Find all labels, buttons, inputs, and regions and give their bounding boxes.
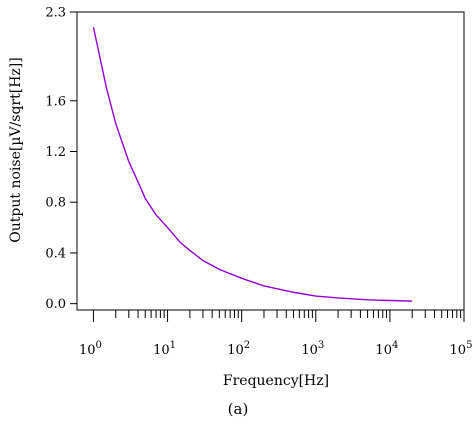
x-tick-label: 100 bbox=[79, 340, 102, 358]
y-axis-label: Output noise[µV/sqrt[Hz]] bbox=[8, 57, 24, 242]
x-tick-exponent: 3 bbox=[318, 340, 324, 351]
x-tick-label: 101 bbox=[153, 340, 176, 358]
y-tick-label: 0.0 bbox=[45, 297, 66, 312]
x-tick-label: 104 bbox=[375, 340, 398, 358]
x-tick-exponent: 1 bbox=[170, 340, 176, 351]
series-line bbox=[92, 27, 413, 302]
x-tick-base: 10 bbox=[375, 343, 392, 358]
x-tick-base: 10 bbox=[450, 343, 467, 358]
x-tick-base: 10 bbox=[227, 343, 244, 358]
plot-frame bbox=[76, 11, 465, 311]
y-tick-label: 1.2 bbox=[45, 145, 66, 160]
x-tick-label: 102 bbox=[227, 340, 250, 358]
series-layer bbox=[92, 27, 413, 302]
x-tick-label: 105 bbox=[450, 340, 473, 358]
x-tick-label: 103 bbox=[301, 340, 324, 358]
x-tick-base: 10 bbox=[301, 343, 318, 358]
x-axis-ticks: 100 101 102 103 104 105 bbox=[79, 310, 472, 358]
y-tick-label: 2.3 bbox=[45, 6, 66, 21]
y-tick-label: 0.8 bbox=[45, 196, 66, 211]
x-tick-base: 10 bbox=[79, 343, 96, 358]
figure-caption: (a) bbox=[228, 400, 249, 418]
y-tick-label: 0.4 bbox=[45, 246, 66, 261]
x-tick-exponent: 4 bbox=[392, 340, 398, 351]
x-tick-exponent: 0 bbox=[96, 340, 102, 351]
x-axis-label: Frequency[Hz] bbox=[223, 373, 329, 389]
y-axis-ticks: 0.0 0.4 0.8 1.2 1.6 2.3 bbox=[45, 6, 77, 312]
x-tick-base: 10 bbox=[153, 343, 170, 358]
y-tick-label: 1.6 bbox=[45, 94, 66, 109]
x-tick-exponent: 2 bbox=[244, 340, 250, 351]
x-tick-exponent: 5 bbox=[466, 340, 472, 351]
